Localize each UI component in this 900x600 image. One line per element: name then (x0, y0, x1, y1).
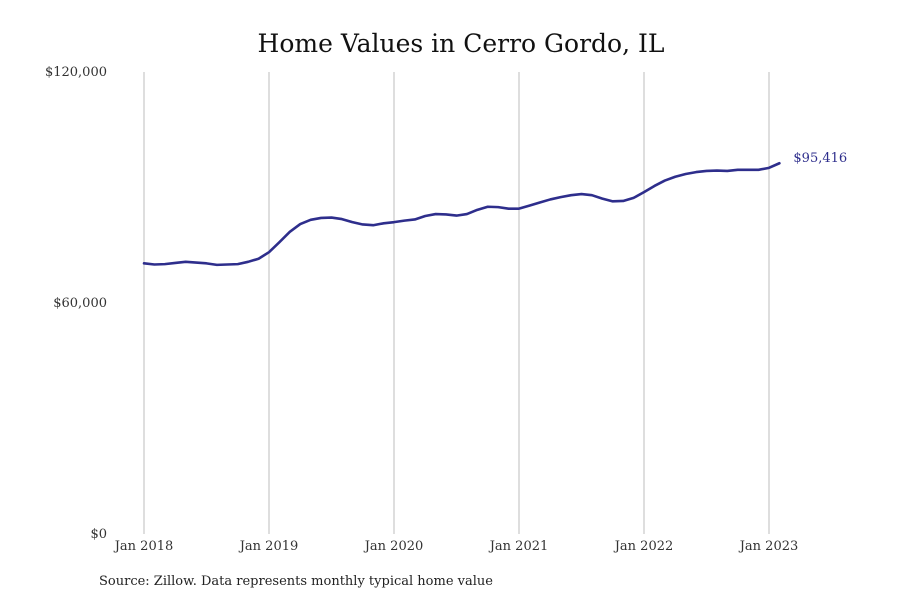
data-point-2023-01 (768, 167, 770, 169)
data-point-2018-11 (247, 261, 249, 263)
x-tick-label: Jan 2018 (113, 539, 174, 554)
data-point-2020-03 (414, 218, 416, 220)
data-point-2020-10 (487, 206, 489, 208)
data-point-2019-06 (320, 217, 322, 219)
data-point-2022-06 (695, 171, 697, 173)
data-point-2018-10 (237, 263, 239, 265)
data-point-2021-02 (528, 204, 530, 206)
data-point-2022-01 (643, 191, 645, 193)
data-point-2020-07 (455, 214, 457, 216)
source-note: Source: Zillow. Data represents monthly … (99, 574, 493, 589)
data-point-2020-04 (424, 215, 426, 217)
data-point-2022-05 (684, 173, 686, 175)
data-point-2022-12 (757, 169, 759, 171)
data-point-2018-02 (153, 263, 155, 265)
data-point-2022-03 (664, 179, 666, 181)
data-point-2021-09 (601, 197, 603, 199)
data-point-2022-02 (653, 185, 655, 187)
data-point-2021-10 (612, 200, 614, 202)
y-tick-label: $0 (90, 527, 107, 542)
data-point-2023-02 (778, 162, 780, 164)
data-point-2019-04 (299, 223, 301, 225)
x-tick-label: Jan 2019 (238, 539, 299, 554)
data-point-2020-06 (445, 213, 447, 215)
x-tick-label: Jan 2023 (738, 539, 799, 554)
data-point-2021-11 (622, 200, 624, 202)
y-tick-label: $60,000 (53, 296, 107, 311)
data-point-2019-02 (278, 241, 280, 243)
data-point-2022-08 (716, 169, 718, 171)
data-point-2021-01 (518, 207, 520, 209)
data-point-2021-08 (591, 194, 593, 196)
data-point-2019-03 (289, 231, 291, 233)
data-point-2020-05 (434, 213, 436, 215)
data-point-2020-09 (476, 209, 478, 211)
x-tick-label: Jan 2021 (488, 539, 549, 554)
data-point-2018-08 (216, 264, 218, 266)
data-point-2018-09 (226, 263, 228, 265)
data-point-2021-12 (632, 197, 634, 199)
data-point-2019-05 (309, 219, 311, 221)
latest-value-label: $95,416 (793, 151, 847, 166)
data-point-2020-08 (466, 213, 468, 215)
y-tick-label: $120,000 (45, 65, 107, 80)
data-point-2019-12 (382, 222, 384, 224)
data-point-2020-12 (507, 207, 509, 209)
data-point-2022-10 (737, 169, 739, 171)
data-point-2022-04 (674, 176, 676, 178)
data-point-2018-04 (174, 262, 176, 264)
data-point-2022-07 (705, 170, 707, 172)
x-tick-label: Jan 2020 (363, 539, 424, 554)
data-point-2018-03 (164, 263, 166, 265)
data-point-2020-11 (497, 206, 499, 208)
data-point-2019-11 (372, 224, 374, 226)
y-axis-tick-labels: $0 $60,000 $120,000 (45, 65, 107, 542)
data-point-2018-07 (205, 262, 207, 264)
data-point-2021-06 (570, 194, 572, 196)
x-tick-label: Jan 2022 (613, 539, 674, 554)
data-point-2019-07 (330, 216, 332, 218)
x-axis-tick-labels: Jan 2018 Jan 2019 Jan 2020 Jan 2021 Jan 2022… (113, 539, 799, 554)
data-point-2021-07 (580, 193, 582, 195)
data-point-2019-09 (351, 221, 353, 223)
data-point-2019-01 (268, 251, 270, 253)
vertical-gridlines (143, 72, 770, 534)
data-point-2022-11 (747, 169, 749, 171)
data-point-2019-10 (362, 223, 364, 225)
data-point-2018-05 (184, 261, 186, 263)
data-point-2018-01 (143, 262, 145, 264)
home-value-series-line (142, 161, 781, 267)
data-point-2019-08 (341, 218, 343, 220)
data-point-2021-05 (559, 196, 561, 198)
data-point-2020-02 (403, 219, 405, 221)
data-point-2020-01 (393, 221, 395, 223)
data-point-2021-03 (539, 201, 541, 203)
data-point-2018-12 (257, 258, 259, 260)
data-point-2022-09 (726, 170, 728, 172)
data-point-2021-04 (549, 198, 551, 200)
data-point-2018-06 (195, 261, 197, 263)
chart-title: Home Values in Cerro Gordo, IL (258, 29, 665, 58)
